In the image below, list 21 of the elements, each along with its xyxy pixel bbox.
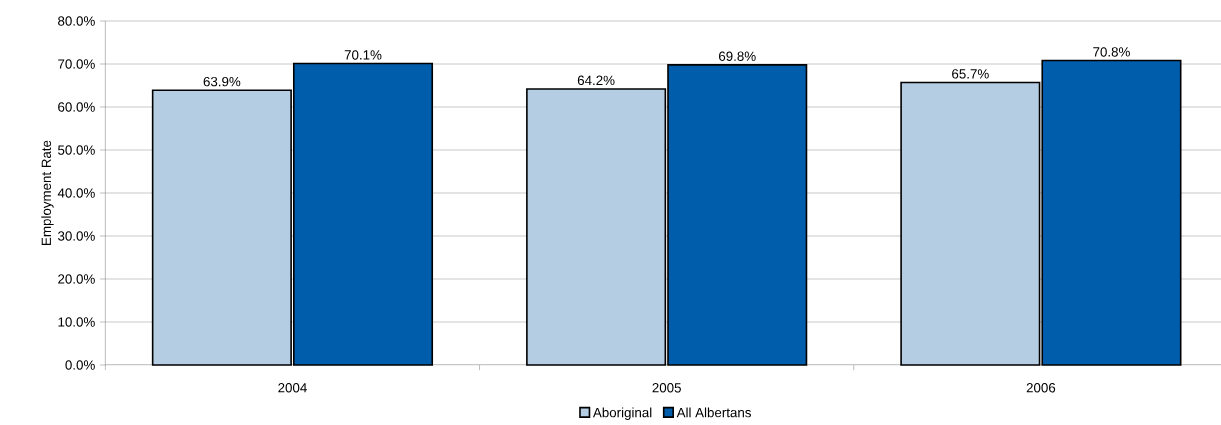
- data-label: 70.1%: [344, 50, 382, 60]
- y-tick-label: 60.0%: [58, 102, 95, 112]
- y-tick-label: 50.0%: [58, 145, 95, 155]
- y-tick-label: 80.0%: [58, 16, 95, 26]
- y-tick-label: 70.0%: [58, 59, 95, 69]
- y-tick-label: 40.0%: [57, 188, 95, 198]
- y-tick-label: 0.0%: [65, 360, 95, 370]
- data-label: 69.8%: [719, 51, 756, 61]
- x-tick-label: 2006: [1026, 383, 1056, 393]
- y-tick-label: 20.0%: [58, 274, 95, 284]
- data-label: 64.2%: [577, 75, 615, 86]
- y-tick-label: 10.0%: [58, 317, 95, 327]
- x-tick-label: 2004: [278, 383, 307, 393]
- data-label: 70.8%: [1093, 47, 1130, 57]
- y-axis-title: Employment Rate: [41, 140, 54, 245]
- data-label: 65.7%: [952, 69, 989, 79]
- legend-label: All Albertans: [676, 407, 751, 418]
- data-label: 63.9%: [203, 76, 241, 87]
- x-tick-label: 2005: [652, 383, 681, 393]
- y-tick-label: 30.0%: [57, 231, 95, 241]
- legend-label: Aboriginal: [592, 407, 652, 420]
